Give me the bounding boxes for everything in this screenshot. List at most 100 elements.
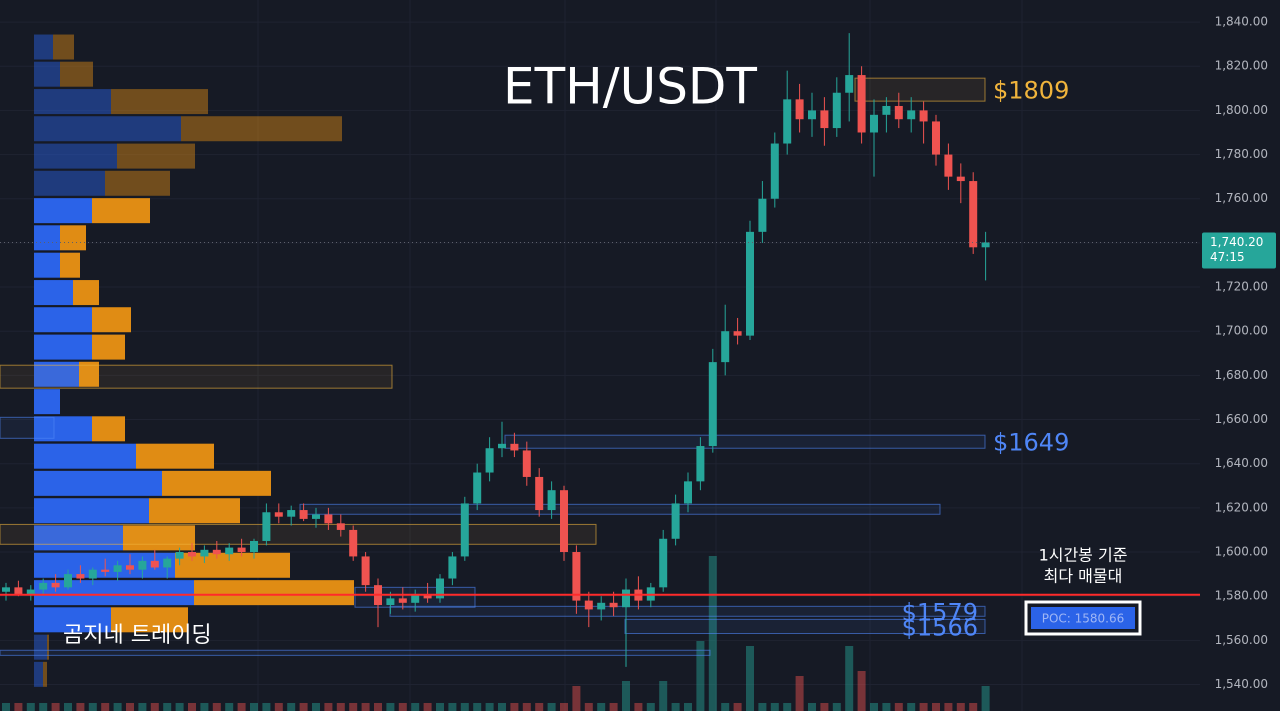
candle-body <box>361 556 370 586</box>
profile-sell <box>136 443 214 469</box>
volume-bar <box>721 703 730 711</box>
volume-bar <box>113 703 122 711</box>
vertical-grid <box>257 0 1023 711</box>
volume-bar <box>981 686 990 711</box>
zone <box>0 416 55 439</box>
profile-sell <box>149 498 240 524</box>
candle-body <box>39 582 48 590</box>
profile-buy <box>34 334 92 360</box>
profile-sell <box>105 170 170 196</box>
volume-bar <box>237 703 246 711</box>
candle-body <box>498 443 506 449</box>
volume-bar <box>423 703 432 711</box>
candle-body <box>721 331 730 363</box>
candle-body <box>944 154 953 177</box>
volume-bar <box>684 703 692 711</box>
candle-body <box>671 503 680 539</box>
candle-body <box>287 510 296 517</box>
candle-body <box>64 574 72 588</box>
volume-bar <box>646 703 655 711</box>
candle-body <box>26 589 35 594</box>
candle-body <box>274 512 283 517</box>
profile-sell <box>53 34 74 60</box>
zone <box>504 434 986 449</box>
profile-buy <box>34 225 60 251</box>
candle-body <box>188 552 196 557</box>
volume-bar <box>832 703 841 711</box>
zone <box>299 503 941 515</box>
candle-body <box>411 593 420 603</box>
volume-bar <box>770 703 779 711</box>
profile-sell <box>111 607 188 633</box>
candle-body <box>684 481 692 504</box>
candle-body <box>212 549 221 555</box>
profile-buy <box>34 443 136 469</box>
profile-sell <box>47 634 49 660</box>
candle-body <box>770 143 779 199</box>
poc-label: POC: 1580.66 <box>1042 612 1125 626</box>
candle-body <box>659 538 668 588</box>
candle-body <box>795 99 804 120</box>
countdown: 47:15 <box>1210 250 1245 264</box>
annotation: 최다 매물대 <box>1044 567 1123 586</box>
profile-buy <box>34 89 111 115</box>
y-tick-label: 1,800.00 <box>1215 103 1268 117</box>
volume-bar <box>758 703 767 711</box>
candle-body <box>857 75 866 133</box>
profile-sell <box>92 307 131 333</box>
volume-bar <box>522 703 531 711</box>
watermark: 곰지네 트레이딩 <box>63 623 212 648</box>
candle-body <box>485 448 494 473</box>
candle-body <box>522 450 531 477</box>
volume-bar <box>26 703 35 711</box>
volume-bar <box>200 703 209 711</box>
candle-body <box>76 574 85 579</box>
profile-buy <box>34 143 117 169</box>
volume-bar <box>436 703 444 711</box>
poc-box <box>1024 600 1142 636</box>
volume-bar <box>250 703 258 711</box>
profile-buy <box>34 116 181 142</box>
profile-sell <box>60 61 93 87</box>
volume-bar <box>287 703 296 711</box>
candle-body <box>572 552 581 601</box>
profile-buy <box>34 361 79 387</box>
candle-body <box>336 523 345 530</box>
volume-bar <box>460 703 469 711</box>
volume-bar <box>845 646 854 711</box>
candle-body <box>696 446 705 482</box>
volume-bar <box>76 703 85 711</box>
candle-body <box>932 121 940 155</box>
volume-bar <box>150 703 159 711</box>
y-tick-label: 1,720.00 <box>1215 280 1268 294</box>
volume-bar <box>299 703 308 711</box>
candle-body <box>398 598 407 603</box>
candle-body <box>870 114 878 133</box>
profile-buy <box>34 607 111 633</box>
volume-bar <box>175 703 184 711</box>
y-tick-label: 1,600.00 <box>1215 545 1268 559</box>
volume-bar <box>572 686 581 711</box>
volume-bar <box>597 703 606 711</box>
volume-bar <box>448 703 457 711</box>
volume-bar <box>584 703 593 711</box>
profile-sell <box>123 525 195 551</box>
profile-sell <box>111 89 208 115</box>
volume-bar <box>361 703 370 711</box>
candle-body <box>88 569 97 579</box>
volume-bar <box>225 703 234 711</box>
candle-body <box>175 552 184 559</box>
volume-bar <box>870 703 878 711</box>
volume-bar <box>535 703 544 711</box>
volume-bar <box>138 703 147 711</box>
volume-bar <box>560 703 568 711</box>
y-tick-label: 1,640.00 <box>1215 456 1268 470</box>
y-tick-label: 1,760.00 <box>1215 191 1268 205</box>
volume-bar <box>212 703 221 711</box>
profile-sell <box>194 580 354 606</box>
candle-body <box>547 490 556 511</box>
profile-buy <box>34 580 194 606</box>
candle-body <box>746 231 754 336</box>
volume-bar <box>609 703 618 711</box>
candle-body <box>832 92 841 129</box>
